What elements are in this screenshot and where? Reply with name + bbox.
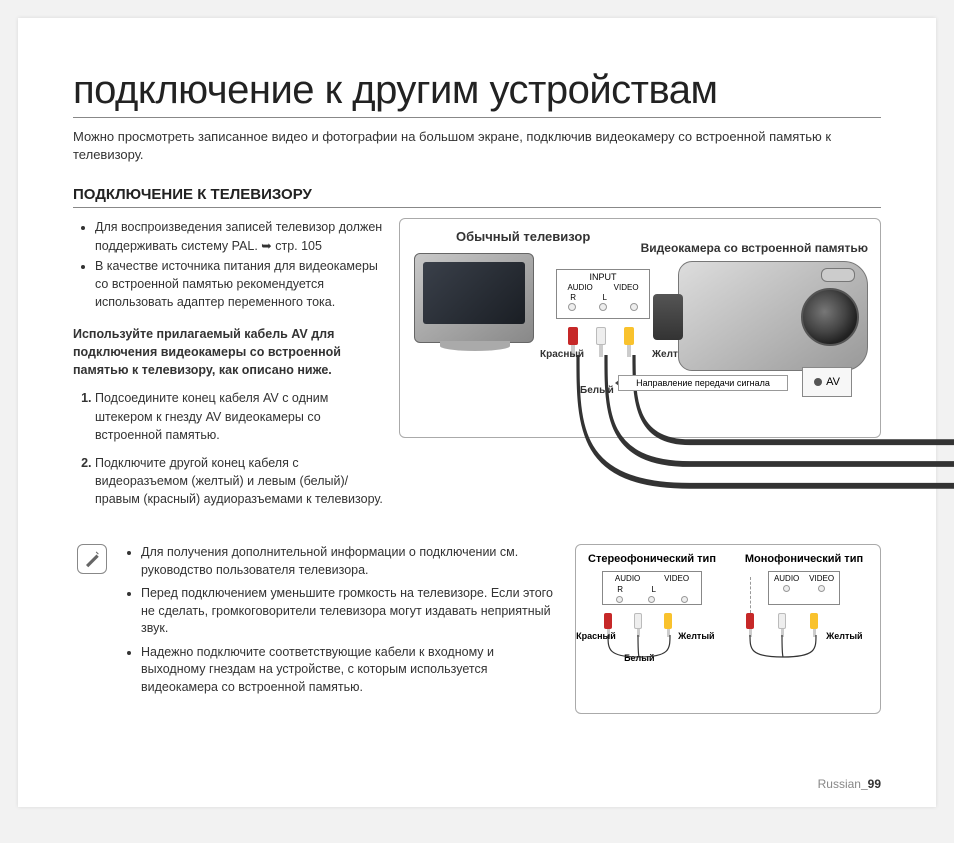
notes-row: Для получения дополнительной информации …	[73, 544, 881, 714]
stereo-connectors: Красный Белый Желтый	[582, 613, 722, 653]
dashed-line-icon	[750, 577, 751, 613]
section-title: ПОДКЛЮЧЕНИЕ К ТЕЛЕВИЗОРУ	[73, 186, 881, 208]
yellow-label: Желтый	[678, 631, 714, 641]
camcorder-icon	[678, 261, 868, 371]
input-header: INPUT	[557, 272, 649, 282]
step-item: Подключите другой конец кабеля с видеора…	[95, 454, 383, 508]
jack-icon	[681, 596, 688, 603]
cable-line-icon	[604, 635, 674, 665]
steps-list: Подсоедините конец кабеля AV с одним ште…	[73, 389, 383, 508]
chapter-title: подключение к другим устройствам	[73, 68, 881, 118]
note-item: Перед подключением уменьшите громкость н…	[141, 585, 561, 638]
tv-icon	[414, 253, 534, 343]
video-label: VIDEO	[664, 574, 689, 583]
content-row: Для воспроизведения записей телевизор до…	[73, 218, 881, 518]
jack-icon	[630, 303, 638, 311]
audio-label: AUDIO	[774, 574, 799, 583]
footer-locale: Russian	[818, 777, 861, 791]
mono-connectors: Желтый	[734, 613, 874, 653]
step-item: Подсоедините конец кабеля AV с одним ште…	[95, 389, 383, 443]
note-item: Надежно подключите соответствующие кабел…	[141, 644, 561, 697]
footer-page-number: _99	[861, 777, 881, 791]
connection-diagram: Обычный телевизор Видеокамера со встроен…	[399, 218, 881, 438]
jack-icon	[818, 585, 825, 592]
mono-type-block: Монофонический тип AUDIO VIDEO Желтый	[734, 553, 874, 653]
mono-title: Монофонический тип	[734, 553, 874, 565]
notes-text: Для получения дополнительной информации …	[121, 544, 561, 702]
cable-line-icon	[746, 635, 820, 665]
rca-yellow-icon	[624, 327, 634, 357]
left-column: Для воспроизведения записей телевизор до…	[73, 218, 383, 518]
av-jack-icon	[814, 378, 822, 386]
page-footer: Russian_99	[818, 777, 881, 791]
intro-bullets: Для воспроизведения записей телевизор до…	[73, 218, 383, 311]
tv-label: Обычный телевизор	[456, 229, 590, 244]
lens-icon	[801, 288, 859, 346]
video-label: VIDEO	[809, 574, 834, 583]
r-label: R	[570, 293, 576, 302]
camcorder-label: Видеокамера со встроенной памятью	[641, 241, 868, 255]
r-label: R	[617, 585, 623, 594]
audio-label: AUDIO	[567, 283, 592, 292]
jack-icon	[648, 596, 655, 603]
jack-icon	[616, 596, 623, 603]
white-cable-label: Белый	[580, 385, 614, 396]
note-item: Для получения дополнительной информации …	[141, 544, 561, 579]
tv-input-panel: INPUT AUDIO VIDEO R L	[556, 269, 650, 319]
intro-text: Можно просмотреть записанное видео и фот…	[73, 128, 881, 164]
av-port: AV	[802, 367, 852, 397]
video-label: VIDEO	[614, 283, 639, 292]
bullet-item: Для воспроизведения записей телевизор до…	[95, 218, 383, 254]
right-column: Обычный телевизор Видеокамера со встроен…	[399, 218, 881, 518]
tv-base-icon	[440, 341, 510, 351]
connector-types-diagram: Стереофонический тип AUDIO VIDEO R L Красн…	[575, 544, 881, 714]
jack-icon	[599, 303, 607, 311]
bullet-item: В качестве источника питания для видеока…	[95, 257, 383, 311]
yellow-label: Желтый	[826, 631, 862, 641]
av-label: AV	[826, 376, 840, 388]
bold-instruction: Используйте прилагаемый кабель AV для по…	[73, 325, 383, 379]
l-label: L	[603, 293, 607, 302]
l-label: L	[652, 585, 656, 594]
red-cable-label: Красный	[540, 349, 584, 360]
control-ring-icon	[821, 268, 855, 282]
rca-white-icon	[596, 327, 606, 357]
stereo-title: Стереофонический тип	[582, 553, 722, 565]
stereo-input-panel: AUDIO VIDEO R L	[602, 571, 702, 605]
jack-icon	[783, 585, 790, 592]
audio-label: AUDIO	[615, 574, 640, 583]
note-icon	[77, 544, 107, 574]
jack-icon	[568, 303, 576, 311]
manual-page: подключение к другим устройствам Можно п…	[18, 18, 936, 807]
stereo-type-block: Стереофонический тип AUDIO VIDEO R L Красн…	[582, 553, 722, 653]
signal-direction-label: Направление передачи сигнала	[618, 375, 788, 391]
mono-input-panel: AUDIO VIDEO	[768, 571, 840, 605]
